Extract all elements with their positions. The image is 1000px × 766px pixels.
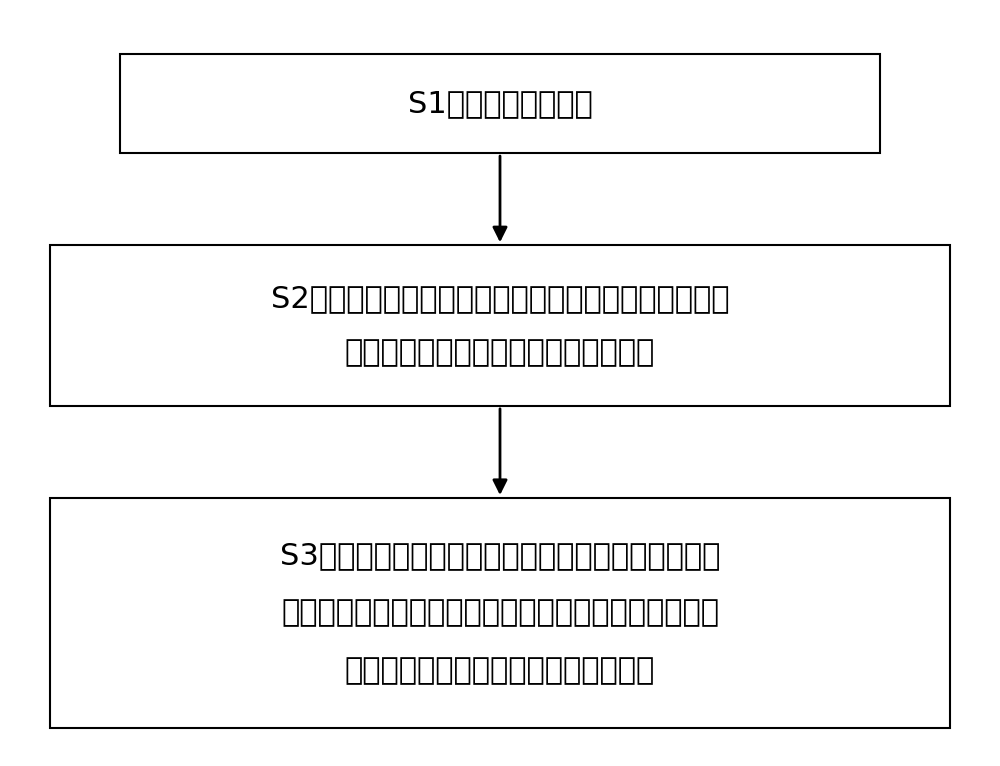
- Text: S3：将研制的恒温可调热源埋置在均匀的生物组织体: S3：将研制的恒温可调热源埋置在均匀的生物组织体: [280, 541, 720, 570]
- Text: S2：采用有限元分析法，对体内热源位置、温度及热物: S2：采用有限元分析法，对体内热源位置、温度及热物: [271, 284, 729, 313]
- Text: 温度，分析体表与体内温度场的分布。: 温度，分析体表与体内温度场的分布。: [345, 656, 655, 685]
- Text: 内，采用人体测温红外热像仪摄取组织体表各层组织的: 内，采用人体测温红外热像仪摄取组织体表各层组织的: [281, 598, 719, 627]
- Bar: [50, 245, 950, 406]
- Text: 性参数与体表温度分布的关系进行仿真: 性参数与体表温度分布的关系进行仿真: [345, 338, 655, 367]
- Bar: [50, 498, 950, 728]
- Bar: [120, 54, 880, 153]
- Text: S1：建立有限元模型: S1：建立有限元模型: [408, 89, 592, 118]
